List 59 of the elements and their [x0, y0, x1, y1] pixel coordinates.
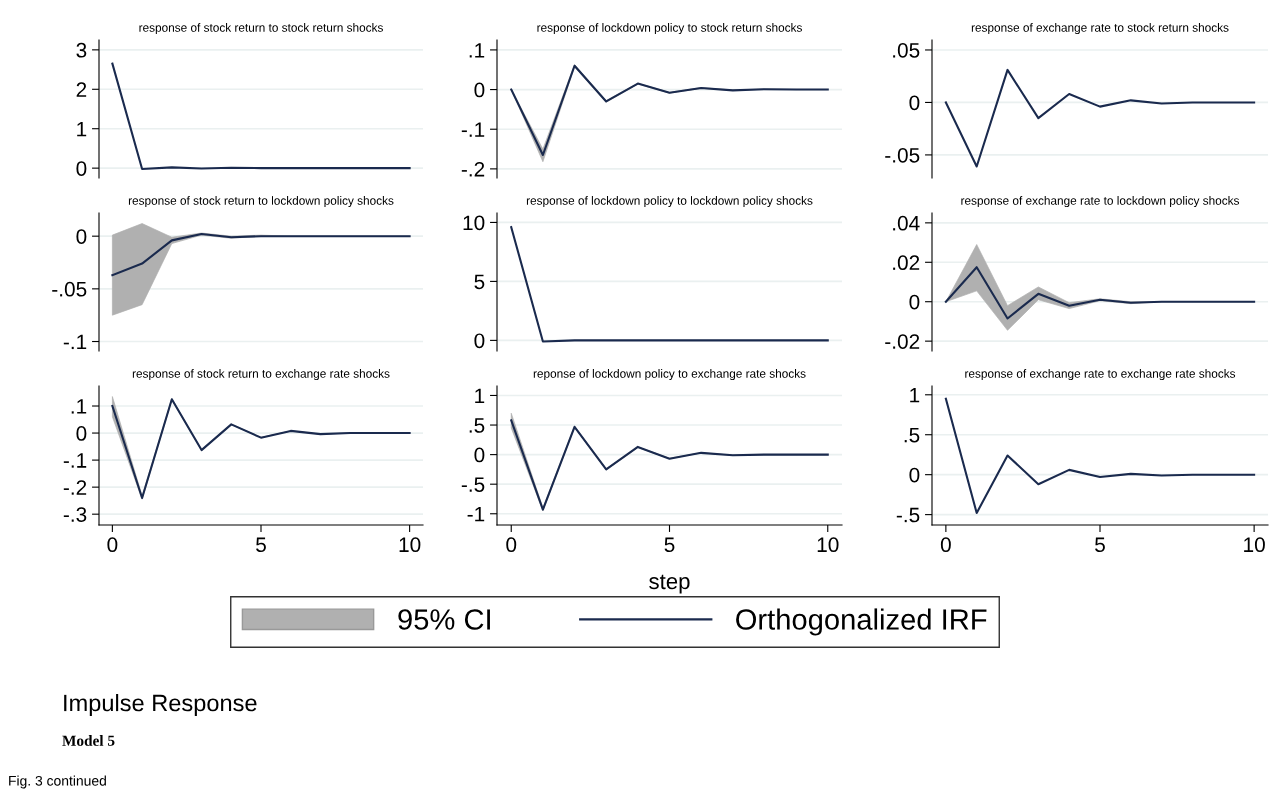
- x-tick-label: 0: [940, 537, 951, 553]
- y-tick-label: .5: [469, 418, 485, 433]
- y-tick-label: 0: [909, 294, 920, 310]
- y-tick-label: 2: [76, 82, 87, 97]
- y-tick-label: -.3: [63, 507, 87, 522]
- y-tick-label: .5: [904, 427, 920, 443]
- y-tick-label: -.2: [63, 480, 87, 495]
- y-tick-label: 0: [76, 161, 87, 176]
- text: Model 5: [62, 735, 115, 746]
- y-tick-label: -.5: [896, 507, 920, 523]
- y-tick-label: 10: [463, 215, 485, 231]
- y-tick-label: .1: [71, 399, 87, 414]
- y-tick-label: 1: [77, 121, 87, 137]
- x-tick-label: 10: [817, 537, 839, 553]
- chart-title: response of exchange rate to stock return shocks: [971, 23, 1229, 35]
- y-tick-label: 0: [474, 82, 485, 98]
- x-tick-label: 5: [256, 537, 266, 553]
- chart-title: response of stock return to exchange rate shocks: [132, 369, 390, 381]
- x-tick-label: 5: [1095, 537, 1105, 553]
- y-tick-label: .02: [893, 255, 920, 271]
- y-tick-label: 0: [909, 95, 920, 111]
- x-tick-label: 5: [664, 537, 675, 553]
- caption: Fig. 3 continued: [9, 775, 106, 789]
- y-tick-label: 0: [76, 229, 87, 244]
- y-tick-label: 0: [909, 467, 920, 483]
- y-tick-label: -.2: [461, 161, 485, 177]
- text: 95% CI: [398, 609, 490, 630]
- x-tick-label: 0: [506, 537, 517, 553]
- chart-title: response of exchange rate to exchange rate shocks: [965, 369, 1236, 381]
- chart-title: response of stock return to lockdown policy shocks: [128, 196, 394, 208]
- y-tick-label: 0: [474, 333, 485, 349]
- y-tick-label: -.05: [52, 281, 87, 297]
- y-tick-label: -1: [467, 506, 485, 522]
- x-axis-title: step: [649, 574, 690, 594]
- legend-label: Orthogonalized IRF: [736, 608, 987, 636]
- x-tick-label: 0: [107, 537, 118, 553]
- y-tick-label: 5: [474, 274, 485, 290]
- y-tick-label: 0: [76, 426, 87, 441]
- chart-title: response of stock return to stock return shocks: [139, 23, 383, 35]
- y-tick-label: -.1: [63, 334, 87, 350]
- x-tick-label: 10: [1244, 537, 1265, 553]
- text: Impulse Response: [64, 693, 257, 717]
- y-tick-label: -.1: [63, 453, 87, 468]
- chart-title: reponse of lockdown policy to exchange rate shocks: [533, 369, 806, 381]
- chart-title: response of lockdown policy to lockdown policy shocks: [526, 196, 813, 208]
- y-tick-label: .1: [469, 43, 485, 58]
- y-tick-label: 3: [76, 42, 87, 58]
- y-tick-label: .05: [893, 42, 920, 58]
- y-tick-label: 1: [475, 388, 485, 404]
- y-tick-label: .04: [893, 215, 920, 231]
- y-tick-label: -.1: [461, 122, 485, 137]
- y-tick-label: -.5: [461, 477, 485, 492]
- chart-title: response of exchange rate to lockdown policy shocks: [961, 196, 1240, 208]
- chart-title: response of lockdown policy to stock return shocks: [537, 23, 802, 35]
- y-tick-label: 1: [910, 388, 920, 403]
- y-tick-label: 0: [474, 447, 485, 463]
- y-tick-label: -.02: [885, 334, 920, 349]
- y-tick-label: -.05: [885, 147, 920, 163]
- x-tick-label: 10: [399, 537, 421, 553]
